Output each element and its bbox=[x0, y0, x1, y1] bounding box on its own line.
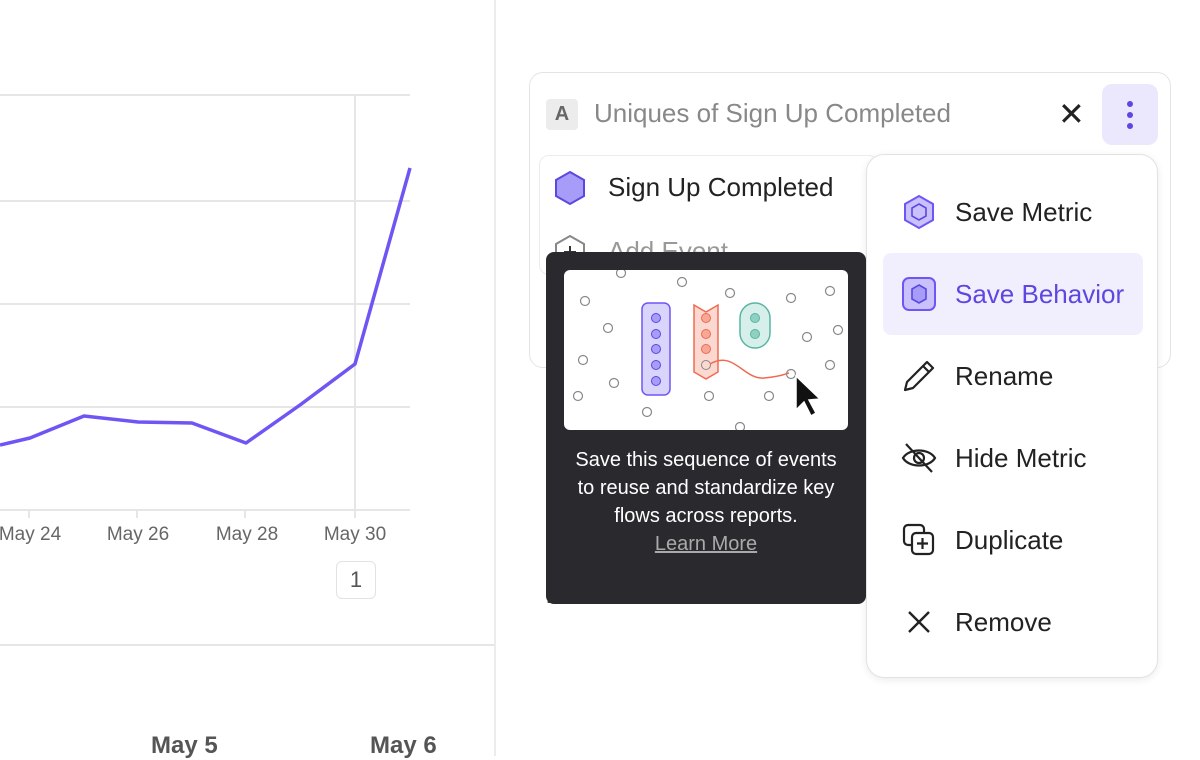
x-tick-label: May 28 bbox=[215, 524, 279, 545]
eye-off-icon bbox=[883, 440, 955, 476]
behavior-illustration bbox=[564, 270, 848, 430]
metric-title[interactable]: Uniques of Sign Up Completed bbox=[594, 98, 951, 128]
x-tick-label: May 26 bbox=[106, 524, 170, 545]
date-label: May 6 bbox=[370, 732, 437, 759]
x-tick-label: May 24 bbox=[0, 524, 62, 545]
learn-more-link[interactable]: Learn More bbox=[654, 533, 758, 555]
divider bbox=[0, 644, 494, 646]
menu-item-duplicate[interactable]: Duplicate bbox=[883, 499, 1143, 581]
close-icon bbox=[883, 607, 955, 637]
duplicate-icon bbox=[883, 522, 955, 558]
event-name[interactable]: Sign Up Completed bbox=[608, 172, 834, 202]
divider bbox=[494, 0, 496, 756]
menu-item-save-behavior[interactable]: Save Behavior bbox=[883, 253, 1143, 335]
menu-item-remove[interactable]: Remove bbox=[883, 581, 1143, 663]
pencil-icon bbox=[883, 358, 955, 394]
cursor-icon bbox=[795, 374, 822, 418]
behavior-icon bbox=[883, 276, 955, 312]
date-label: May 5 bbox=[151, 732, 218, 759]
menu-item-save-metric[interactable]: Save Metric bbox=[883, 171, 1143, 253]
menu-item-hide-metric[interactable]: Hide Metric bbox=[883, 417, 1143, 499]
event-hexagon-icon bbox=[555, 170, 585, 206]
more-options-button[interactable] bbox=[1102, 84, 1158, 145]
metric-letter-badge: A bbox=[546, 99, 578, 130]
x-tick-label: May 30 bbox=[323, 524, 387, 545]
close-icon[interactable]: ✕ bbox=[1058, 96, 1085, 132]
line-chart bbox=[0, 94, 412, 518]
menu-item-rename[interactable]: Rename bbox=[883, 335, 1143, 417]
annotation-badge[interactable]: 1 bbox=[336, 561, 376, 599]
tooltip: Save this sequence of events to reuse an… bbox=[546, 252, 880, 604]
series-line[interactable] bbox=[0, 167, 412, 447]
options-menu: Save Metric Save Behavior Rename Hide Me… bbox=[866, 154, 1158, 678]
tooltip-text: Save this sequence of events to reuse an… bbox=[575, 449, 837, 527]
hexagon-icon bbox=[883, 194, 955, 230]
